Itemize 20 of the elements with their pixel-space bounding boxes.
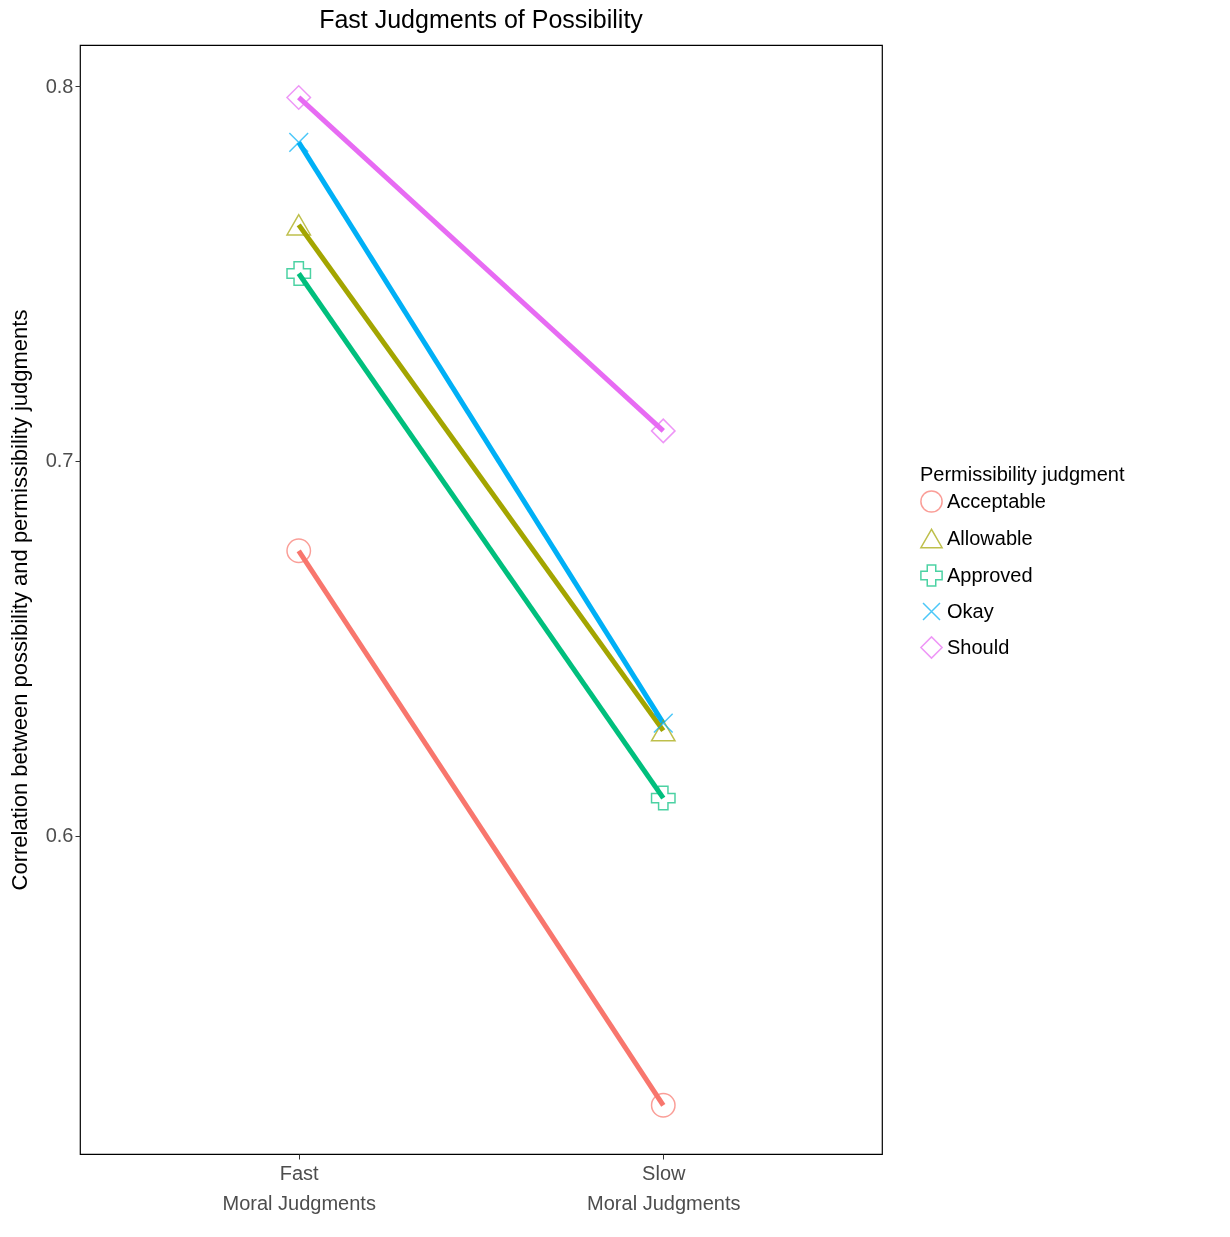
x-tick-label: Fast Moral Judgments xyxy=(222,1161,376,1214)
y-tick-label: 0.6 xyxy=(45,824,74,847)
legend-label: Acceptable xyxy=(947,489,1046,512)
legend-label: Allowable xyxy=(947,526,1033,549)
chart-title: Fast Judgments of Possibility xyxy=(319,5,644,33)
y-tick-label: 0.7 xyxy=(45,449,74,472)
x-tick-label: Slow Moral Judgments xyxy=(587,1161,741,1214)
y-tick-label: 0.8 xyxy=(45,74,74,97)
point xyxy=(286,538,312,564)
legend-label: Approved xyxy=(947,563,1033,586)
legend-label: Should xyxy=(947,635,1010,658)
y-axis-title: Correlation between possibility and permissibility judgments xyxy=(6,309,32,891)
point xyxy=(288,132,309,153)
point xyxy=(286,261,312,287)
legend-label: Okay xyxy=(947,599,994,622)
point xyxy=(286,84,312,110)
legend-title: Permissibility judgment xyxy=(920,463,1125,485)
point xyxy=(650,418,676,444)
point xyxy=(650,785,676,811)
point xyxy=(650,1092,676,1118)
